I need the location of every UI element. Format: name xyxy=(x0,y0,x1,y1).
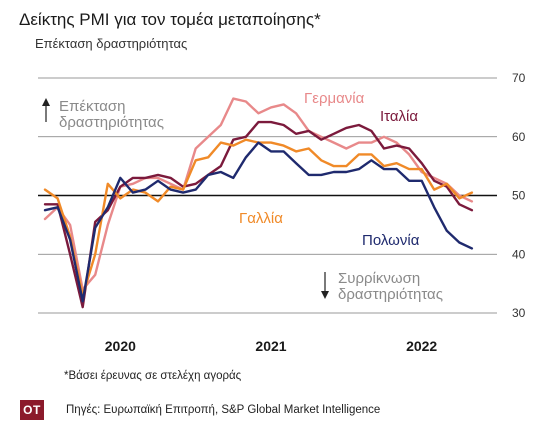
y-tick-label: 60 xyxy=(512,130,526,144)
series-label-3: Πολωνία xyxy=(362,232,420,249)
publisher-logo: ΟΤ xyxy=(20,400,44,420)
y-tick-label: 40 xyxy=(512,247,526,261)
series-label-2: Γαλλία xyxy=(239,210,283,227)
contraction-arrowhead xyxy=(321,291,329,299)
y-tick-label: 70 xyxy=(512,71,526,85)
series-label-1: Ιταλία xyxy=(380,108,418,125)
contraction-label-line2: δραστηριότητας xyxy=(338,286,443,303)
expansion-label-line1: Επέκταση xyxy=(59,98,126,115)
footnote: *Βάσει έρευνας σε στελέχη αγοράς xyxy=(64,370,242,382)
series-line-3 xyxy=(43,141,474,303)
year-label: 2021 xyxy=(255,338,286,354)
y-tick-label: 30 xyxy=(512,306,526,320)
year-label: 2022 xyxy=(406,338,437,354)
y-tick-label: 50 xyxy=(512,189,526,203)
chart-title: Δείκτης PMI για τον τομέα μεταποίησης* xyxy=(19,10,321,29)
series-label-0: Γερμανία xyxy=(304,90,365,107)
contraction-label-line1: Συρρίκνωση xyxy=(338,270,420,287)
source-text: Πηγές: Ευρωπαϊκή Επιτροπή, S&P Global Ma… xyxy=(66,404,381,416)
year-label: 2020 xyxy=(105,338,136,354)
source-row: ΟΤ Πηγές: Ευρωπαϊκή Επιτροπή, S&P Global… xyxy=(20,400,380,420)
expansion-arrowhead xyxy=(42,98,50,106)
chart-subtitle: Επέκταση δραστηριότητας xyxy=(35,36,188,51)
expansion-label-line2: δραστηριότητας xyxy=(59,114,164,131)
